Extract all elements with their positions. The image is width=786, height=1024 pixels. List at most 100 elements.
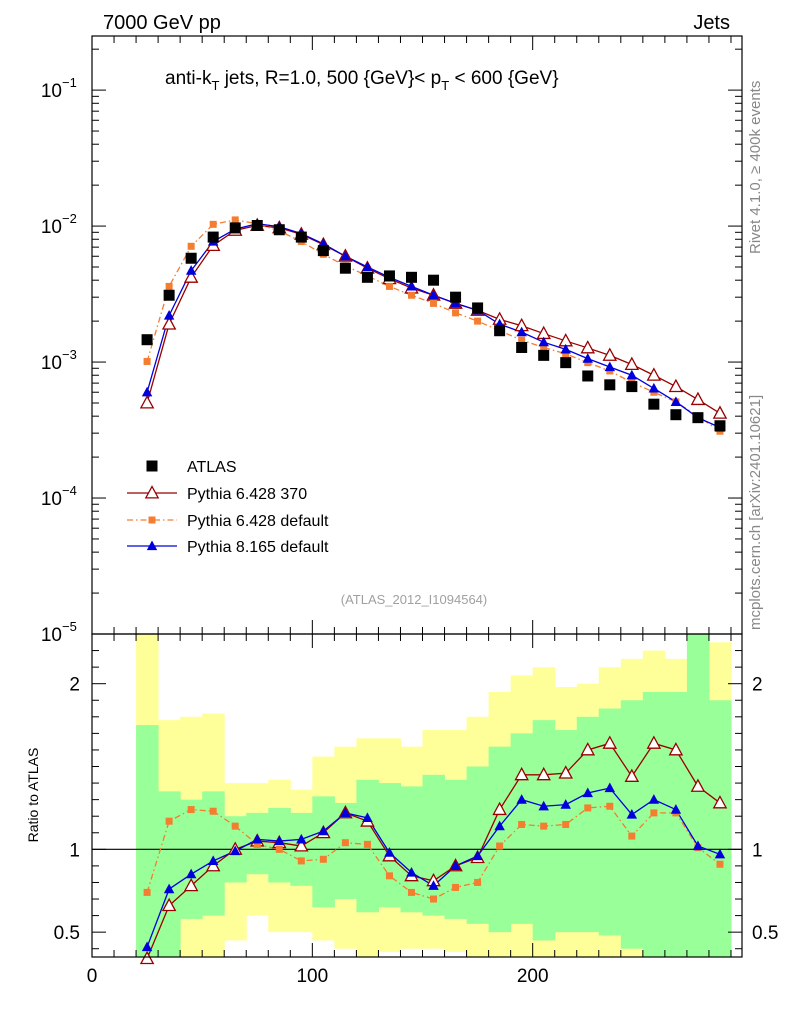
- ratio-point-pythia-6-428-370: [624, 768, 640, 782]
- ratio-panel-frame: [91, 633, 743, 958]
- ratio-point-pythia-6-428-370: [580, 742, 596, 756]
- ratio-point-pythia-6-428-default: [606, 802, 614, 810]
- ratio-point-pythia-6-428-370: [183, 877, 199, 892]
- ratio-point-pythia-6-428-370: [536, 766, 551, 781]
- main-line-pythia-6-428-default: [146, 219, 721, 432]
- ratio-point-pythia-6-428-default: [231, 822, 239, 830]
- ratio-point-pythia-6-428-370: [294, 838, 309, 852]
- ratio-y-tick-label-left: 1: [69, 840, 80, 861]
- main-point-atlas: [428, 274, 440, 286]
- main-point-pythia-8-165-default: [626, 369, 638, 380]
- main-point-atlas: [383, 270, 395, 282]
- main-point-pythia-8-165-default: [362, 261, 373, 272]
- ratio-point-pythia-8-165-default: [692, 840, 704, 851]
- main-point-atlas: [494, 325, 506, 337]
- y-tick-label-exponent: −5: [62, 619, 77, 634]
- ratio-point-pythia-6-428-default: [363, 840, 371, 848]
- y-tick-label-exponent: −2: [62, 211, 77, 226]
- main-point-pythia-6-428-default: [209, 220, 217, 228]
- ratio-point-pythia-6-428-370: [690, 778, 706, 792]
- main-point-atlas: [273, 224, 285, 236]
- ratio-point-pythia-8-165-default: [362, 812, 373, 822]
- ratio-point-pythia-8-165-default: [648, 794, 660, 804]
- ratio-point-pythia-6-428-default: [584, 804, 592, 812]
- main-point-pythia-6-428-370: [183, 269, 199, 283]
- y-tick-label-base: 10: [41, 353, 62, 374]
- ratio-point-pythia-6-428-default: [209, 807, 217, 815]
- main-point-pythia-8-165-default: [163, 309, 175, 320]
- main-point-pythia-6-428-370: [690, 391, 706, 406]
- main-point-pythia-6-428-370: [139, 395, 155, 409]
- y-tick-label-exponent: −4: [62, 483, 77, 498]
- main-point-pythia-8-165-default: [340, 250, 351, 261]
- ratio-y-tick-label-right: 0.5: [752, 923, 778, 944]
- ratio-y-tick-label-right: 1: [752, 840, 763, 861]
- ratio-point-pythia-8-165-default: [538, 800, 549, 811]
- band-inner-bin: [202, 791, 225, 916]
- main-point-atlas: [538, 349, 550, 361]
- legend-marker-pythia-6-428-370: [144, 485, 160, 499]
- chart-title-part-1: anti-k: [165, 68, 212, 89]
- ratio-point-pythia-8-165-default: [582, 787, 593, 798]
- main-point-atlas: [714, 420, 726, 432]
- main-point-atlas: [405, 271, 417, 283]
- main-point-pythia-6-428-default: [165, 282, 173, 290]
- ratio-point-pythia-8-165-default: [406, 867, 417, 877]
- x-tick-label: 200: [517, 966, 549, 987]
- main-point-pythia-8-165-default: [648, 382, 660, 393]
- main-point-pythia-6-428-370: [668, 378, 684, 393]
- main-line-pythia-8-165-default: [146, 223, 721, 429]
- ratio-point-pythia-6-428-default: [540, 822, 548, 830]
- main-point-pythia-8-165-default: [604, 361, 616, 372]
- band-inner-bin: [334, 802, 357, 900]
- main-point-pythia-6-428-default: [540, 343, 548, 351]
- main-point-atlas: [516, 341, 528, 353]
- main-point-pythia-6-428-370: [646, 367, 662, 381]
- ratio-point-pythia-6-428-default: [562, 820, 570, 828]
- ratio-point-pythia-6-428-default: [253, 840, 261, 848]
- band-inner-bin: [158, 791, 181, 957]
- ratio-point-pythia-8-165-default: [714, 848, 726, 859]
- legend-marker-atlas: [146, 460, 158, 472]
- main-point-pythia-6-428-default: [518, 336, 526, 344]
- main-point-pythia-6-428-default: [474, 317, 482, 325]
- main-point-atlas: [185, 252, 197, 264]
- ratio-point-pythia-8-165-default: [274, 835, 285, 846]
- rivet-label: Rivet 4.1.0, ≥ 400k events: [747, 81, 764, 254]
- main-point-pythia-8-165-default: [670, 396, 682, 406]
- main-point-pythia-6-428-default: [231, 216, 239, 224]
- chart-title: anti-kT jets, R=1.0, 500 {GeV}< pT < 600…: [165, 68, 559, 93]
- main-point-pythia-8-165-default: [141, 386, 153, 397]
- ratio-point-pythia-6-428-default: [452, 883, 460, 891]
- y-tick-label-base: 10: [41, 81, 62, 102]
- chart-title-subscript-2: T: [441, 78, 449, 93]
- main-point-pythia-6-428-default: [562, 350, 570, 358]
- band-inner-bin: [686, 634, 710, 957]
- band-inner-bin: [664, 691, 688, 957]
- ratio-point-pythia-8-165-default: [207, 855, 219, 866]
- main-point-atlas: [604, 379, 616, 391]
- y-tick-label-base: 10: [41, 217, 62, 238]
- legend-label-pythia-6-428-370: Pythia 6.428 370: [187, 486, 307, 503]
- ratio-point-pythia-8-165-default: [626, 809, 638, 819]
- band-inner-bin: [576, 716, 600, 933]
- main-point-pythia-6-428-default: [385, 282, 393, 290]
- band-inner-bin: [180, 799, 203, 919]
- main-point-pythia-6-428-default: [143, 357, 151, 365]
- ratio-point-pythia-6-428-370: [602, 735, 618, 749]
- y-tick-label-base: 10: [41, 625, 62, 646]
- main-point-pythia-8-165-default: [516, 326, 527, 337]
- ratio-point-pythia-8-165-default: [296, 833, 307, 844]
- main-point-atlas: [361, 271, 373, 283]
- ratio-point-pythia-8-165-default: [428, 880, 439, 890]
- ratio-point-pythia-8-165-default: [516, 794, 527, 804]
- ratio-point-pythia-8-165-default: [185, 868, 197, 879]
- main-point-atlas: [582, 370, 594, 382]
- band-inner-bin: [312, 796, 335, 908]
- mcplots-label: mcplots.cern.ch [arXiv:2401.10621]: [747, 395, 764, 630]
- ratio-series-markers: [139, 735, 728, 965]
- ratio-point-pythia-6-428-370: [646, 735, 662, 749]
- band-inner-bin: [532, 720, 556, 941]
- ratio-point-pythia-8-165-default: [318, 825, 329, 836]
